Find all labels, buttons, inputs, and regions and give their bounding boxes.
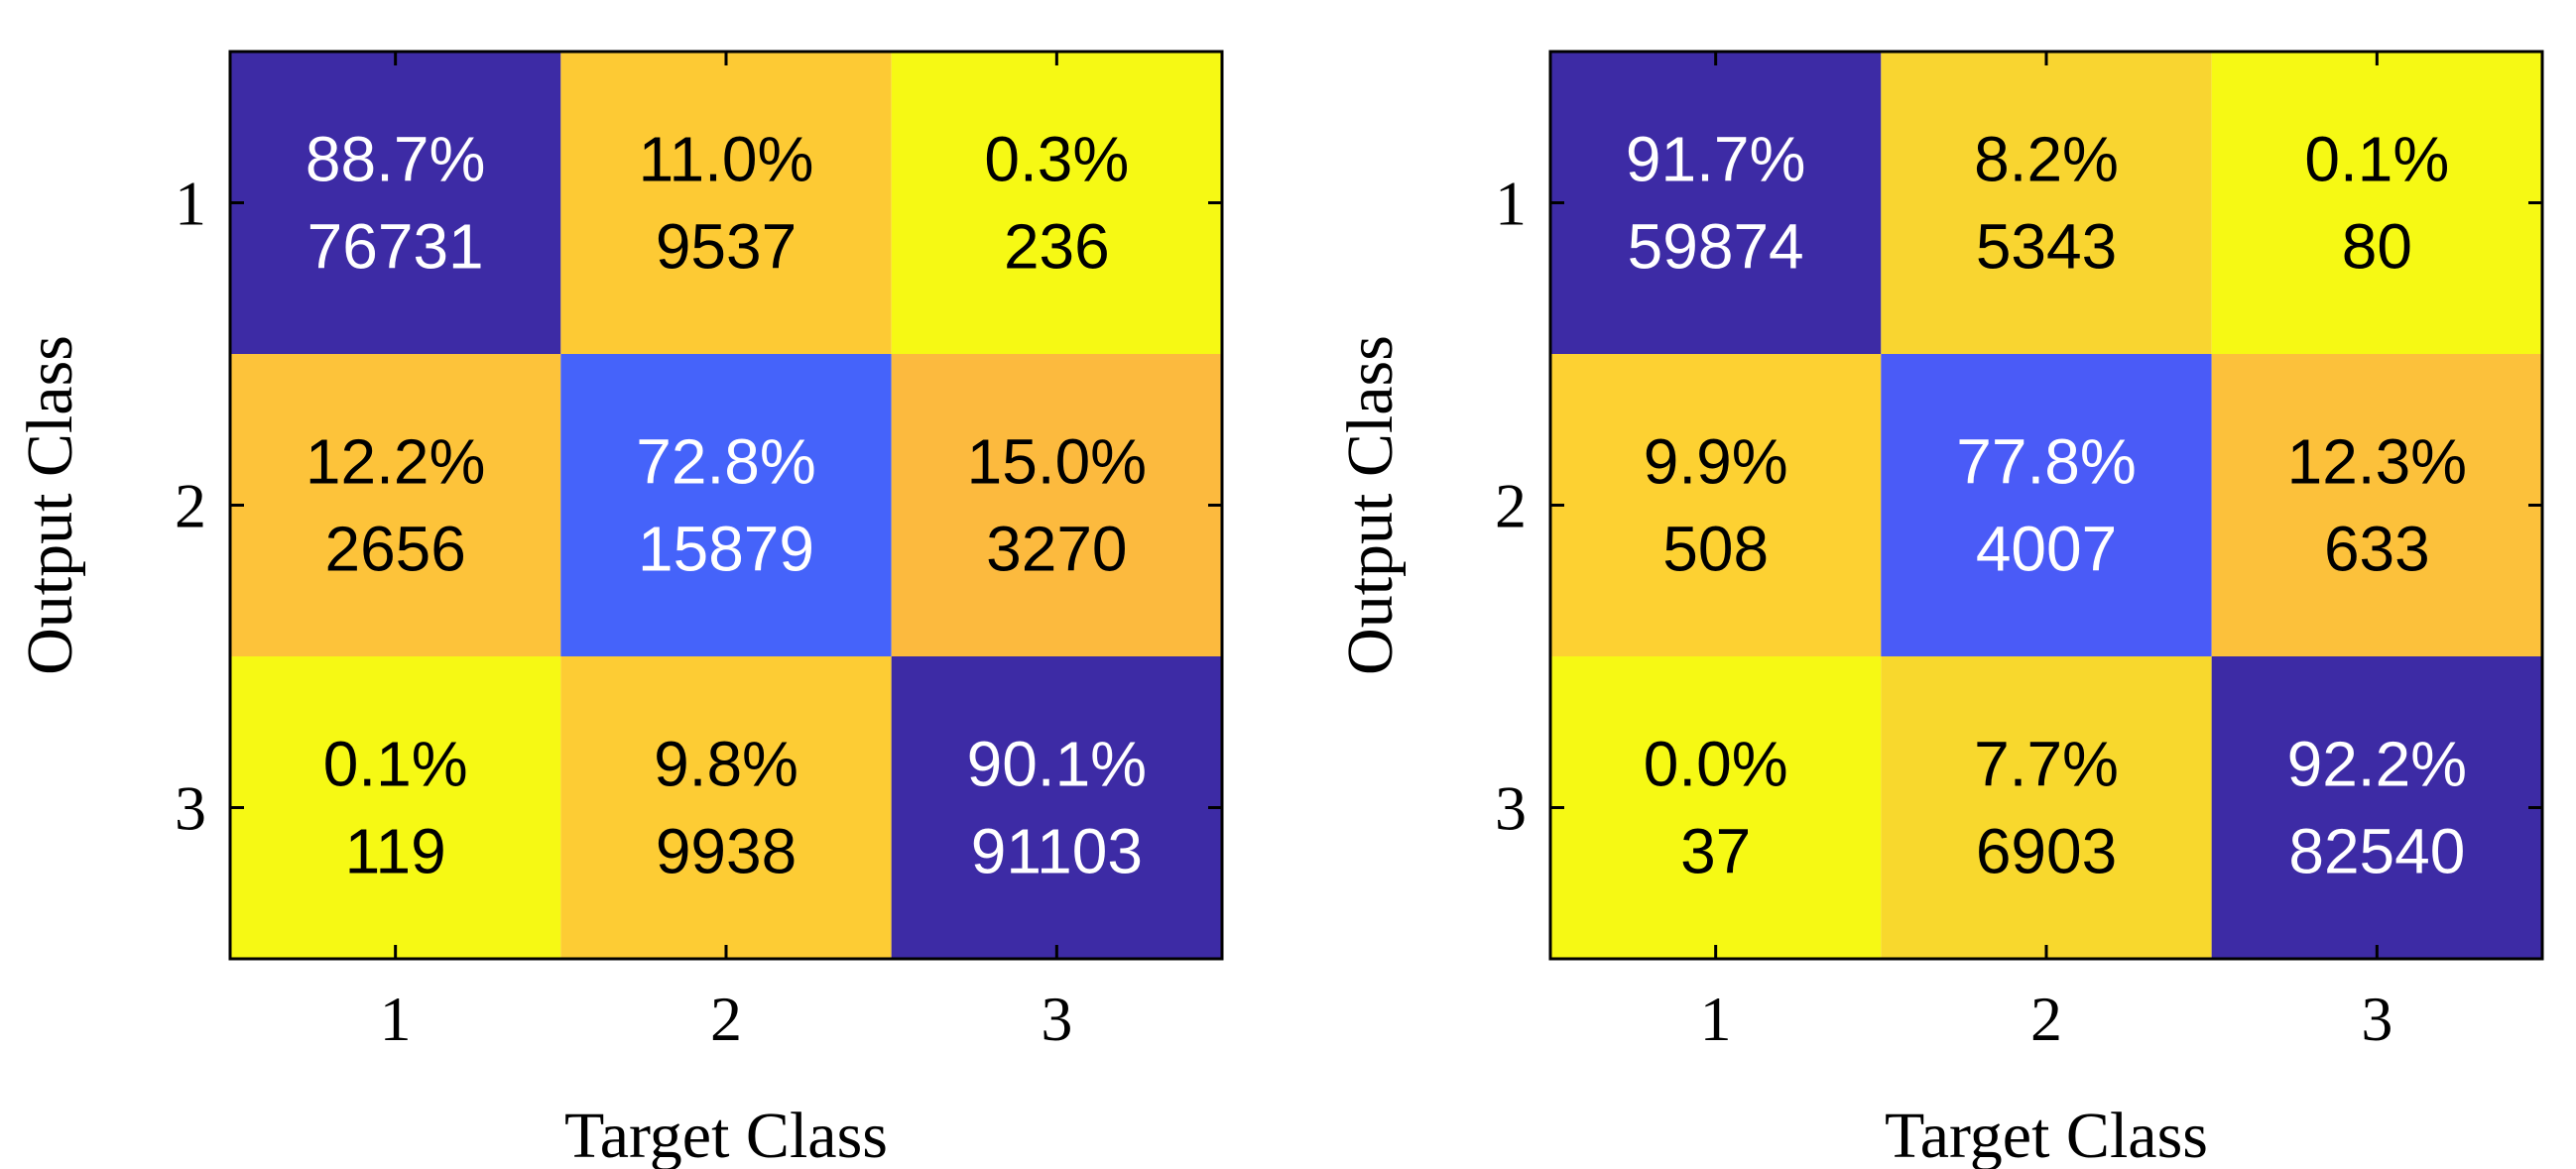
cell-count: 3270 [986, 514, 1127, 585]
cell-count: 508 [1662, 514, 1769, 585]
cell-2-2 [1881, 354, 2212, 656]
x-axis-label: Target Class [564, 1100, 888, 1169]
x-tick-label: 1 [380, 984, 412, 1054]
cell-percent: 12.2% [306, 426, 485, 498]
cell-percent: 91.7% [1626, 124, 1805, 195]
y-tick-label: 2 [175, 471, 206, 541]
cell-1-3 [891, 52, 1222, 354]
cell-count: 15879 [638, 514, 814, 585]
cell-2-2 [560, 354, 892, 656]
cell-count: 236 [1004, 211, 1110, 283]
y-tick-label: 1 [1495, 169, 1527, 239]
confusion-matrix-2: 91.7% 59874 8.2% 5343 0.1% 80 9.9% 508 77.8% 4007… [1334, 50, 2544, 1169]
y-tick-label: 3 [1495, 773, 1527, 844]
cell-3-3 [891, 656, 1222, 959]
y-axis-label: Output Class [1334, 335, 1407, 675]
cell-percent: 9.9% [1644, 426, 1788, 498]
y-tick-label: 2 [1495, 471, 1527, 541]
cell-percent: 7.7% [1974, 729, 2119, 800]
cell-count: 37 [1680, 816, 1751, 887]
cell-percent: 88.7% [306, 124, 485, 195]
cell-percent: 0.3% [984, 124, 1129, 195]
cell-percent: 0.1% [323, 729, 468, 800]
cell-2-3 [891, 354, 1222, 656]
y-axis-label: Output Class [14, 335, 86, 675]
cell-3-2 [560, 656, 892, 959]
cell-count: 6903 [1976, 816, 2117, 887]
cell-count: 76731 [307, 211, 484, 283]
cell-count: 5343 [1976, 211, 2117, 283]
cell-3-3 [2211, 656, 2542, 959]
cell-count: 82540 [2288, 816, 2465, 887]
cell-1-2 [560, 52, 892, 354]
cell-count: 2656 [324, 514, 465, 585]
x-tick-label: 3 [1041, 984, 1072, 1054]
cell-3-2 [1881, 656, 2212, 959]
confusion-matrix-1: 88.7% 76731 11.0% 9537 0.3% 236 12.2% 2656 72.8%… [14, 50, 1224, 1169]
cell-percent: 77.8% [1956, 426, 2136, 498]
cell-percent: 8.2% [1974, 124, 2119, 195]
cell-3-1 [230, 656, 561, 959]
x-tick-label: 1 [1700, 984, 1732, 1054]
cell-count: 91103 [971, 816, 1143, 887]
y-tick-label: 3 [175, 773, 206, 844]
cell-2-1 [1550, 354, 1882, 656]
cell-1-1 [1550, 52, 1882, 354]
cell-2-3 [2211, 354, 2542, 656]
x-tick-label: 2 [2030, 984, 2062, 1054]
cell-2-1 [230, 354, 561, 656]
cell-count: 4007 [1976, 514, 2117, 585]
cell-count: 119 [345, 816, 446, 887]
cell-count: 9938 [656, 816, 797, 887]
x-tick-label: 2 [710, 984, 742, 1054]
x-tick-label: 3 [2361, 984, 2392, 1054]
cell-count: 80 [2342, 211, 2412, 283]
cell-percent: 9.8% [654, 729, 798, 800]
cell-percent: 92.2% [2287, 729, 2467, 800]
cell-1-1 [230, 52, 561, 354]
cell-percent: 15.0% [967, 426, 1147, 498]
cell-count: 59874 [1628, 211, 1804, 283]
cell-percent: 90.1% [967, 729, 1147, 800]
cell-percent: 12.3% [2287, 426, 2467, 498]
cell-1-2 [1881, 52, 2212, 354]
cell-1-3 [2211, 52, 2542, 354]
cell-count: 633 [2324, 514, 2430, 585]
cell-count: 9537 [656, 211, 797, 283]
cell-percent: 0.1% [2304, 124, 2449, 195]
y-tick-label: 1 [175, 169, 206, 239]
cell-3-1 [1550, 656, 1882, 959]
cell-percent: 72.8% [636, 426, 815, 498]
cell-percent: 0.0% [1644, 729, 1788, 800]
cell-percent: 11.0% [639, 124, 814, 195]
x-axis-label: Target Class [1885, 1100, 2208, 1169]
